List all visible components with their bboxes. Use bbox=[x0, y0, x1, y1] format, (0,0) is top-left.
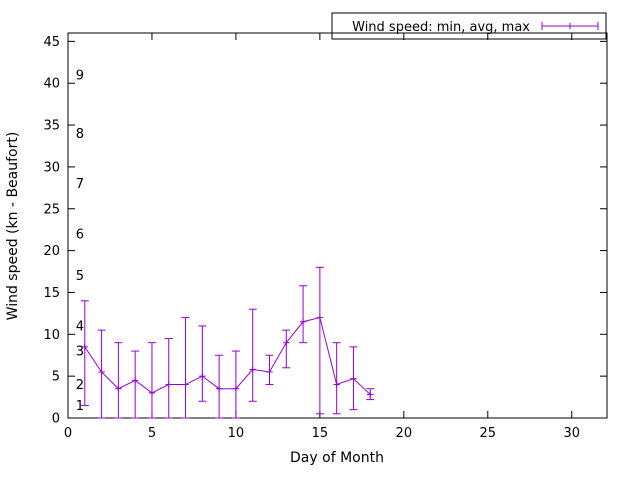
errorbar-day-13 bbox=[282, 329, 291, 369]
errorbar-day-5 bbox=[147, 342, 156, 419]
x-tick-label: 25 bbox=[480, 426, 497, 441]
plot-border bbox=[67, 32, 608, 419]
x-tick-label: 0 bbox=[64, 426, 72, 441]
errorbar-day-4 bbox=[131, 350, 140, 419]
beaufort-scale-labels: 1 2 3 4 5 6 7 8 9 bbox=[76, 68, 84, 414]
errorbar-day-16 bbox=[332, 342, 341, 415]
errorbar-day-8 bbox=[198, 325, 207, 402]
errorbar-day-3 bbox=[114, 342, 123, 419]
y-tick-label: 15 bbox=[43, 286, 60, 301]
beaufort-label: 7 bbox=[76, 177, 84, 192]
beaufort-label: 1 bbox=[76, 399, 84, 414]
beaufort-label: 6 bbox=[76, 227, 84, 242]
wind-series bbox=[80, 266, 375, 419]
beaufort-label: 8 bbox=[76, 127, 84, 142]
x-tick-label: 10 bbox=[228, 426, 245, 441]
legend-sample-errorbar bbox=[541, 22, 599, 30]
errorbar-day-12 bbox=[265, 354, 274, 386]
legend: Wind speed: min, avg, max bbox=[331, 12, 607, 40]
y-tick-label: 35 bbox=[43, 119, 60, 134]
beaufort-label: 3 bbox=[76, 345, 84, 360]
y-tick-label: 5 bbox=[52, 370, 60, 385]
legend-box bbox=[331, 12, 607, 40]
errorbar-day-15 bbox=[315, 266, 324, 415]
errorbar-day-10 bbox=[231, 350, 240, 419]
beaufort-label: 5 bbox=[76, 269, 84, 284]
y-axis-label: Wind speed (kn - Beaufort) bbox=[5, 132, 21, 321]
y-tick-label: 40 bbox=[43, 77, 60, 92]
y-tick-label: 10 bbox=[43, 328, 60, 343]
errorbar-day-7 bbox=[181, 317, 190, 419]
beaufort-label: 2 bbox=[76, 378, 84, 393]
x-tick-label: 30 bbox=[563, 426, 580, 441]
x-tick-label: 20 bbox=[396, 426, 413, 441]
y-tick-label: 45 bbox=[43, 35, 60, 50]
y-tick-label: 20 bbox=[43, 244, 60, 259]
legend-label: Wind speed: min, avg, max bbox=[352, 20, 530, 35]
errorbar-day-11 bbox=[248, 308, 257, 402]
beaufort-label: 9 bbox=[76, 68, 84, 83]
errorbar-day-6 bbox=[164, 337, 173, 419]
y-tick-label: 0 bbox=[52, 412, 60, 427]
y-tick-label: 25 bbox=[43, 202, 60, 217]
x-axis-label: Day of Month bbox=[290, 450, 384, 466]
x-tick-label: 15 bbox=[312, 426, 329, 441]
x-tick-label: 5 bbox=[148, 426, 156, 441]
y-tick-label: 30 bbox=[43, 160, 60, 175]
errorbar-day-14 bbox=[299, 285, 308, 344]
beaufort-label: 4 bbox=[76, 319, 84, 334]
avg-line bbox=[84, 316, 371, 395]
